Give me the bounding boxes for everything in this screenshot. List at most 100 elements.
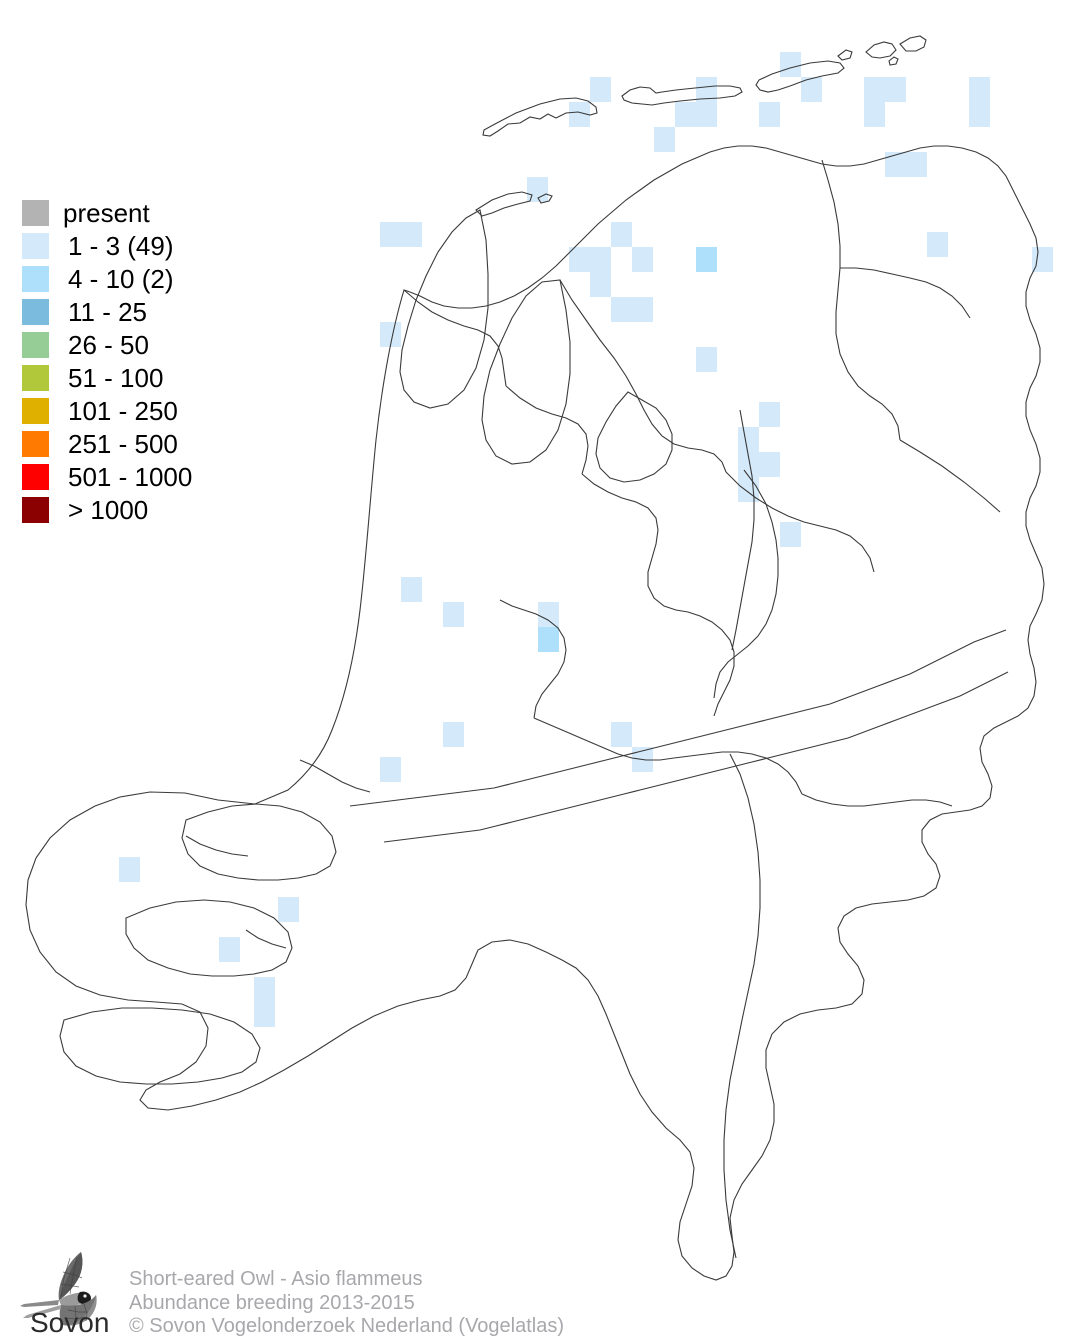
- atlas-cell: [864, 102, 885, 127]
- atlas-cell: [401, 222, 422, 247]
- atlas-cell: [590, 77, 611, 102]
- province-border-brabant-limburg: [801, 793, 953, 807]
- legend-4-10[interactable]: 4 - 10 (2): [22, 262, 272, 295]
- river-ijssel: [731, 409, 755, 651]
- legend-11-25-label: 11 - 25: [68, 296, 148, 327]
- caption-subject: Abundance breeding 2013-2015: [129, 1291, 415, 1314]
- province-border-groningen-south: [840, 267, 971, 319]
- legend-present-label: present: [63, 197, 150, 228]
- atlas-cell: [927, 232, 948, 257]
- atlas-cell: [906, 152, 927, 177]
- atlas-cell: [590, 272, 611, 297]
- legend-101-250-label: 101 - 250: [68, 395, 178, 426]
- atlas-cell: [675, 102, 696, 127]
- legend-4-10-label: 4 - 10 (2): [68, 263, 174, 294]
- atlas-cell: [696, 347, 717, 372]
- atlas-grid-cells: [119, 52, 1053, 1027]
- island-wieringen: [475, 191, 533, 217]
- atlas-cell: [759, 452, 780, 477]
- island-small-b: [888, 56, 899, 66]
- island-small-c: [537, 193, 553, 204]
- river-rijn-waal: [349, 629, 1007, 807]
- atlas-cell: [1032, 247, 1053, 272]
- legend-251-500[interactable]: 251 - 500: [22, 427, 272, 460]
- atlas-cell: [632, 297, 653, 322]
- river-maas: [383, 671, 1009, 843]
- atlas-cell: [443, 602, 464, 627]
- swallow-bird-icon: Sovon: [20, 1252, 109, 1338]
- sovon-logo: Sovon: [18, 1248, 123, 1338]
- atlas-cell: [632, 247, 653, 272]
- atlas-cell: [780, 52, 801, 77]
- atlas-cell: [569, 102, 590, 127]
- atlas-cell: [864, 77, 885, 102]
- atlas-cell: [759, 102, 780, 127]
- map-caption: Short-eared Owl - Asio flammeus Abundanc…: [129, 1268, 564, 1339]
- legend-51-100[interactable]: 51 - 100: [22, 361, 272, 394]
- province-border-drenthe-overijssel: [899, 439, 1001, 513]
- legend-501-1000-label: 501 - 1000: [68, 461, 193, 492]
- atlas-cell: [780, 522, 801, 547]
- water-ijsselmeer-west: [399, 209, 489, 409]
- atlas-cell: [380, 757, 401, 782]
- map-legend: present 1 - 3 (49) 4 - 10 (2) 11 - 25 26 - 5…: [22, 196, 272, 526]
- island-small-a: [837, 49, 853, 61]
- legend-11-25[interactable]: 11 - 25: [22, 295, 272, 328]
- caption-copyright: © Sovon Vogelonderzoek Nederland (Vogela…: [129, 1315, 565, 1337]
- atlas-cell: [801, 77, 822, 102]
- legend-101-250[interactable]: 101 - 250: [22, 394, 272, 427]
- province-border-gelderland-w: [687, 611, 735, 717]
- atlas-cell: [380, 322, 401, 347]
- atlas-cell: [611, 297, 632, 322]
- legend-51-100-label: 51 - 100: [68, 362, 164, 393]
- coast-detail-1: [299, 759, 371, 793]
- zeeland-noord-beveland: [125, 899, 293, 977]
- caption-species: Short-eared Owl - Asio flammeus: [129, 1268, 423, 1290]
- province-border-brabant-gelderland: [673, 751, 803, 795]
- atlas-cell: [611, 222, 632, 247]
- atlas-cell: [278, 897, 299, 922]
- coast-detail-2: [185, 835, 249, 857]
- coast-detail-3: [245, 929, 287, 949]
- atlas-cell: [254, 977, 275, 1002]
- legend-over-1000-swatch: [22, 496, 49, 523]
- atlas-cell: [538, 627, 559, 652]
- island-ameland-w: [865, 41, 897, 59]
- legend-101-250-swatch: [22, 397, 49, 424]
- river-maas-limburg: [723, 753, 761, 1259]
- zeeland-schouwen: [181, 803, 337, 881]
- atlas-cell: [219, 937, 240, 962]
- legend-26-50[interactable]: 26 - 50: [22, 328, 272, 361]
- legend-251-500-label: 251 - 500: [68, 428, 178, 459]
- legend-1-3[interactable]: 1 - 3 (49): [22, 229, 272, 262]
- legend-26-50-swatch: [22, 331, 49, 358]
- legend-11-25-swatch: [22, 298, 49, 325]
- legend-501-1000[interactable]: 501 - 1000: [22, 460, 272, 493]
- legend-51-100-swatch: [22, 364, 49, 391]
- atlas-cell: [254, 1002, 275, 1027]
- legend-present-swatch: [22, 199, 49, 226]
- province-border-noordholland-flevoland: [505, 385, 589, 475]
- province-border-friesland-east: [559, 279, 727, 473]
- atlas-cell: [696, 247, 717, 272]
- province-border-river-area: [533, 717, 675, 761]
- sovon-wordmark: Sovon: [30, 1307, 109, 1336]
- atlas-cell: [119, 857, 140, 882]
- water-markermeer: [595, 391, 673, 483]
- province-border-zuidholland-utrecht: [499, 599, 567, 719]
- atlas-cell: [443, 722, 464, 747]
- legend-1-3-swatch: [22, 232, 49, 259]
- province-border-groningen-drenthe: [821, 159, 901, 441]
- legend-over-1000[interactable]: > 1000: [22, 493, 272, 526]
- legend-present[interactable]: present: [22, 196, 272, 229]
- atlas-cell: [380, 222, 401, 247]
- water-ijsselmeer-east: [481, 279, 571, 465]
- atlas-cell: [738, 427, 759, 452]
- atlas-cell: [696, 77, 717, 102]
- atlas-cell: [738, 452, 759, 477]
- atlas-cell: [538, 602, 559, 627]
- legend-26-50-label: 26 - 50: [68, 329, 149, 360]
